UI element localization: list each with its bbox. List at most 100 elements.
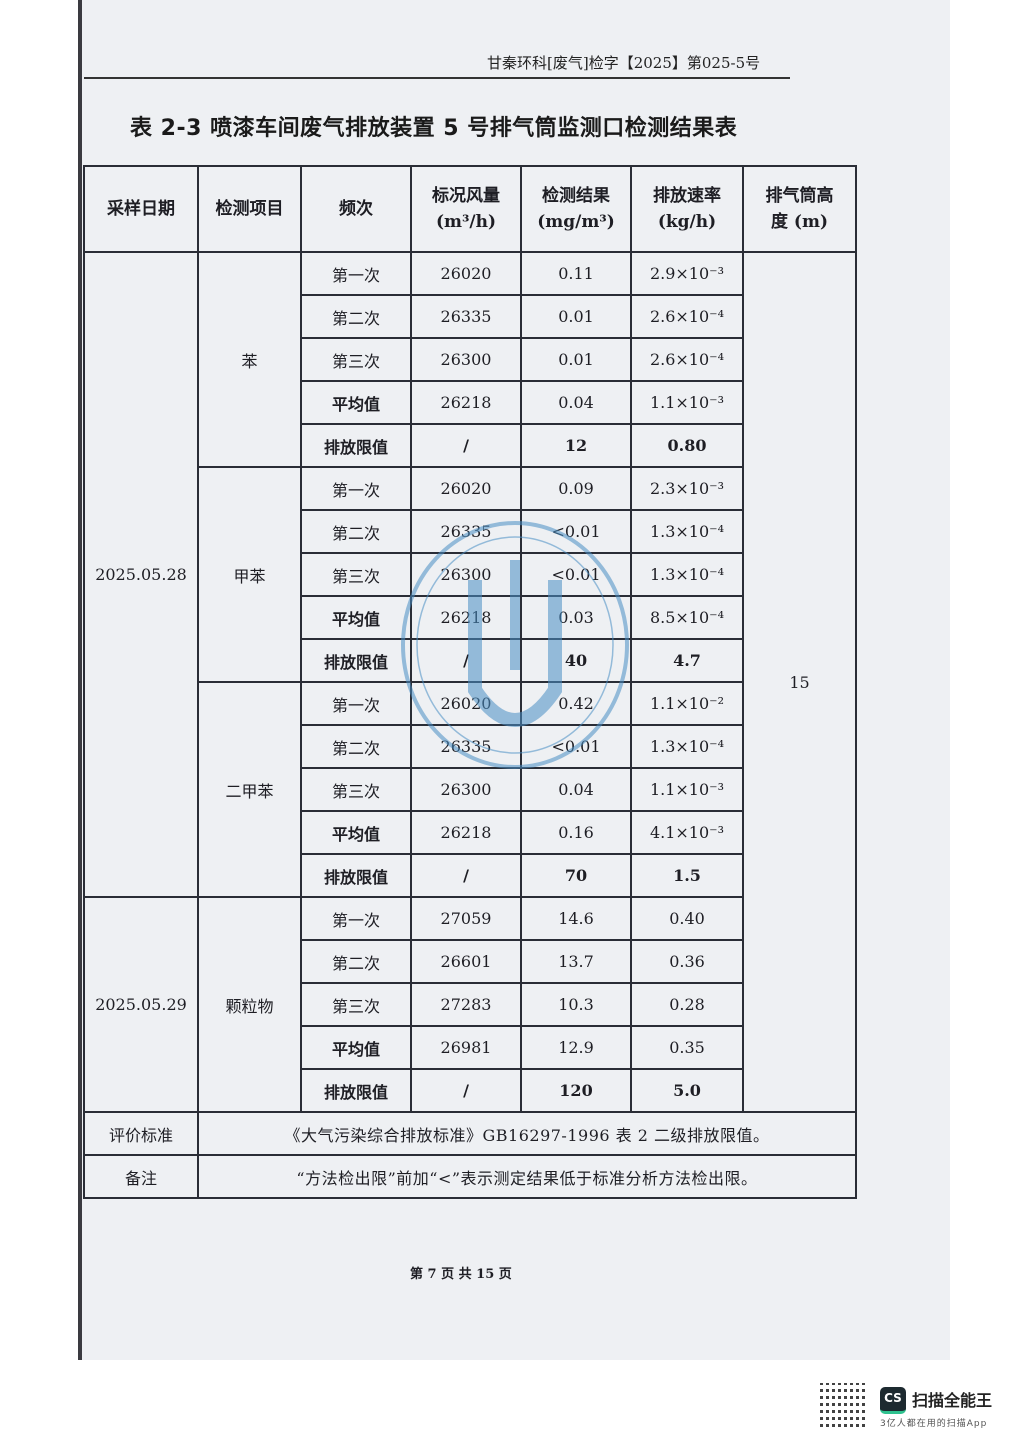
table-row: 2025.05.29 颗粒物 第一次 27059 14.6 0.40	[83, 896, 856, 1113]
table-title: 表 2-3 喷漆车间废气排放装置 5 号排气筒监测口检测结果表	[130, 116, 738, 141]
table-row: 第三次 27283 10.3 0.28	[84, 982, 856, 1027]
result: 0.04	[520, 380, 632, 425]
test-item: 甲苯	[197, 466, 302, 683]
emission-rate: 0.28	[630, 982, 744, 1027]
result: <0.01	[520, 552, 632, 597]
result: 12.9	[520, 1025, 632, 1070]
remark-label: 备注	[83, 1154, 199, 1199]
airflow: 26335	[410, 509, 522, 554]
emission-rate: 0.80	[630, 423, 744, 468]
frequency: 平均值	[300, 380, 412, 425]
emission-rate: 4.7	[630, 638, 744, 683]
frequency: 平均值	[300, 1025, 412, 1070]
sampling-date: 2025.05.29	[83, 896, 199, 1113]
column-header: 频次	[300, 165, 412, 253]
table-row: 第三次 26300 0.01 2.6×10⁻⁴	[84, 337, 856, 382]
table-row: 平均值 26218 0.04 1.1×10⁻³	[84, 380, 856, 425]
table-row: 排放限值/12 0.80	[84, 423, 856, 468]
result: 120	[520, 1068, 632, 1113]
frequency: 平均值	[300, 595, 412, 640]
table-row: 第三次 26300 0.04 1.1×10⁻³	[84, 767, 856, 812]
test-item: 颗粒物	[197, 896, 302, 1113]
table-row: 第二次 26335 0.01 2.6×10⁻⁴	[84, 294, 856, 339]
result: 0.01	[520, 337, 632, 382]
emission-rate: 0.40	[630, 896, 744, 941]
frequency: 排放限值	[300, 638, 412, 683]
standard-label: 评价标准	[83, 1111, 199, 1156]
emission-rate: 1.3×10⁻⁴	[630, 509, 744, 554]
remark-row: 备注 “方法检出限”前加“<”表示测定结果低于标准分析方法检出限。	[83, 1154, 857, 1199]
frequency: 第三次	[300, 337, 412, 382]
table-row: 排放限值/120 5.0	[84, 1068, 856, 1113]
result: 14.6	[520, 896, 632, 941]
camscanner-logo: CS	[880, 1387, 906, 1414]
result: 0.42	[520, 681, 632, 726]
table-row: 平均值 26218 0.16 4.1×10⁻³	[84, 810, 856, 855]
airflow: /	[410, 853, 522, 898]
emission-rate: 2.6×10⁻⁴	[630, 294, 744, 339]
emission-rate: 0.35	[630, 1025, 744, 1070]
frequency: 第二次	[300, 724, 412, 769]
frequency: 第三次	[300, 982, 412, 1027]
column-header: 排气筒高 度 (m)	[742, 165, 857, 253]
result: <0.01	[520, 509, 632, 554]
qr-code	[820, 1383, 868, 1431]
airflow: 26601	[410, 939, 522, 984]
airflow: 27283	[410, 982, 522, 1027]
stack-height: 15	[742, 251, 857, 1113]
frequency: 第一次	[300, 251, 412, 296]
result: 12	[520, 423, 632, 468]
airflow: 26335	[410, 724, 522, 769]
sampling-date: 2025.05.28	[83, 251, 199, 898]
airflow: 26218	[410, 595, 522, 640]
header-rule	[84, 77, 790, 79]
column-header: 排放速率 (kg/h)	[630, 165, 744, 253]
test-item: 苯	[197, 251, 302, 468]
result: 70	[520, 853, 632, 898]
result: 10.3	[520, 982, 632, 1027]
airflow: /	[410, 1068, 522, 1113]
frequency: 第三次	[300, 767, 412, 812]
emission-rate: 1.1×10⁻³	[630, 380, 744, 425]
airflow: 26218	[410, 810, 522, 855]
results-table: 采样日期 检测项目 频次 标况风量 (m³/h) 检测结果 (mg/m³) 排放速率 (k…	[83, 165, 857, 1199]
page-footer: 第 7 页 共 15 页	[410, 1267, 512, 1282]
document-number: 甘秦环科[废气]检字【2025】第025-5号	[487, 54, 761, 72]
table-row: 平均值 26981 12.9 0.35	[84, 1025, 856, 1070]
result: 0.11	[520, 251, 632, 296]
table-row: 排放限值/70 1.5	[84, 853, 856, 898]
airflow: /	[410, 638, 522, 683]
airflow: 26020	[410, 251, 522, 296]
result: 0.04	[520, 767, 632, 812]
result: 0.16	[520, 810, 632, 855]
result: 40	[520, 638, 632, 683]
frequency: 第二次	[300, 939, 412, 984]
airflow: 26335	[410, 294, 522, 339]
remark-text: “方法检出限”前加“<”表示测定结果低于标准分析方法检出限。	[197, 1154, 857, 1199]
emission-rate: 2.9×10⁻³	[630, 251, 744, 296]
frequency: 第一次	[300, 466, 412, 511]
airflow: 26218	[410, 380, 522, 425]
column-header: 标况风量 (m³/h)	[410, 165, 522, 253]
result: <0.01	[520, 724, 632, 769]
test-item: 二甲苯	[197, 681, 302, 898]
emission-rate: 0.36	[630, 939, 744, 984]
table-row: 二甲苯 第一次 26020 0.42 1.1×10⁻²	[84, 681, 856, 898]
airflow: 26020	[410, 681, 522, 726]
emission-rate: 1.1×10⁻³	[630, 767, 744, 812]
table-row: 2025.05.28 苯第一次 26020 0.11 2.9×10⁻³ 15	[83, 251, 857, 1113]
airflow: 26300	[410, 337, 522, 382]
table-row: 甲苯 第一次 26020 0.09 2.3×10⁻³	[84, 466, 856, 683]
emission-rate: 2.6×10⁻⁴	[630, 337, 744, 382]
frequency: 第二次	[300, 509, 412, 554]
emission-rate: 1.3×10⁻⁴	[630, 552, 744, 597]
airflow: 26300	[410, 767, 522, 812]
emission-rate: 8.5×10⁻⁴	[630, 595, 744, 640]
standard-text: 《大气污染综合排放标准》GB16297-1996 表 2 二级排放限值。	[197, 1111, 857, 1156]
emission-rate: 5.0	[630, 1068, 744, 1113]
emission-rate: 1.5	[630, 853, 744, 898]
result: 0.03	[520, 595, 632, 640]
column-header: 检测项目	[197, 165, 302, 253]
frequency: 第三次	[300, 552, 412, 597]
frequency: 排放限值	[300, 1068, 412, 1113]
